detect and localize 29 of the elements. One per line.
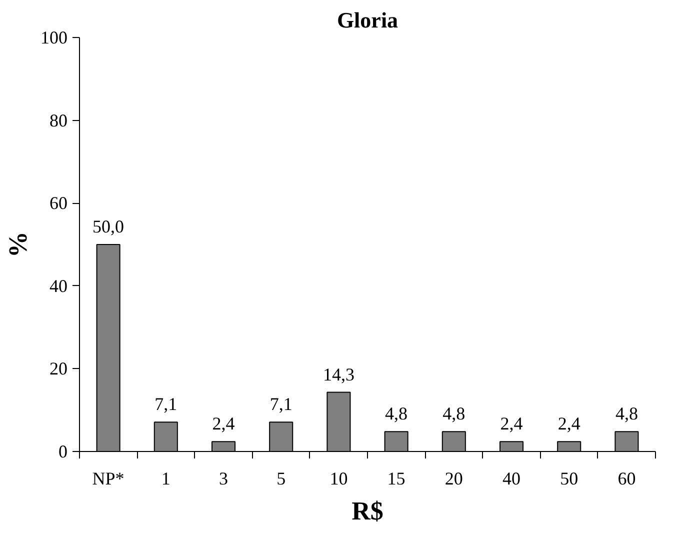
chart-title: Gloria <box>336 8 398 32</box>
x-tick-label: 60 <box>618 468 636 488</box>
y-axis-title: % <box>4 232 32 258</box>
y-tick-label: 80 <box>50 110 68 130</box>
x-axis-title: R$ <box>352 496 384 526</box>
data-label: 4,8 <box>615 404 638 424</box>
y-tick-label: 100 <box>40 28 68 48</box>
y-tick-label: 20 <box>50 358 68 379</box>
data-label: 50,0 <box>92 216 124 236</box>
x-tick-label: 3 <box>219 468 228 488</box>
x-tick-label: 20 <box>444 468 463 488</box>
data-label: 7,1 <box>270 394 292 414</box>
x-tick-label: 40 <box>502 468 520 488</box>
x-tick-label: 10 <box>330 468 348 488</box>
y-tick-label: 60 <box>50 193 68 214</box>
data-label: 2,4 <box>212 414 235 434</box>
data-label: 4,8 <box>385 404 408 424</box>
x-tick-label: 1 <box>161 468 170 488</box>
data-label: 2,4 <box>500 414 523 434</box>
y-tick-label: 40 <box>50 276 68 296</box>
data-label: 7,1 <box>154 394 178 414</box>
data-label: 4,8 <box>442 404 466 424</box>
x-tick-label: NP* <box>92 468 124 488</box>
data-label: 14,3 <box>322 364 354 384</box>
x-tick-label: 5 <box>276 468 286 488</box>
x-tick-label: 15 <box>387 468 406 488</box>
x-tick-label: 50 <box>560 468 578 488</box>
data-label: 2,4 <box>558 414 580 434</box>
y-tick-label: 0 <box>58 442 68 462</box>
